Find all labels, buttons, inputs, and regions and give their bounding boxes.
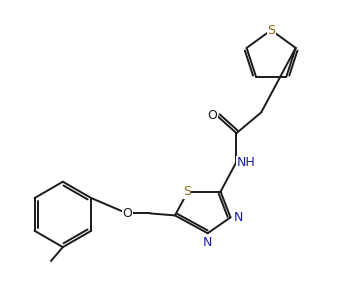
Text: O: O (208, 109, 218, 122)
Text: N: N (203, 236, 212, 249)
Text: N: N (234, 211, 243, 224)
Text: O: O (122, 207, 132, 220)
Text: S: S (267, 24, 275, 37)
Text: NH: NH (237, 156, 256, 169)
Text: S: S (183, 185, 191, 198)
